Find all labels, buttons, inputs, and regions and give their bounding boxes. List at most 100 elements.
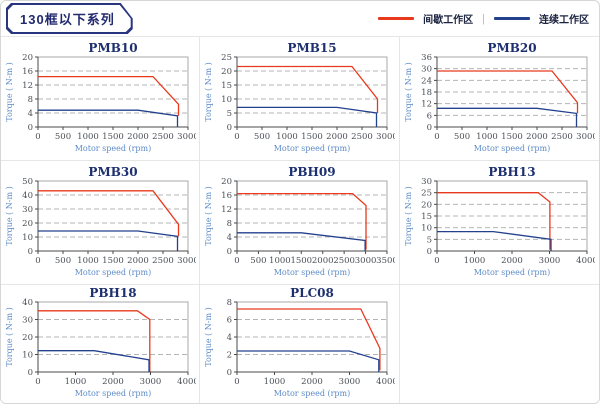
svg-text:0: 0 [227,247,232,257]
svg-text:PMB20: PMB20 [488,41,537,55]
svg-text:1000: 1000 [464,256,486,266]
legend-continuous-label: 连续工作区 [539,15,589,26]
series-card: 130框以下系列 间歇工作区 | 连续工作区 PMB10 0 500 1000 1500… [0,0,600,404]
svg-text:Motor speed (rpm): Motor speed (rpm) [274,389,351,398]
svg-text:15: 15 [222,81,233,91]
svg-text:10: 10 [421,223,432,233]
svg-text:PBH18: PBH18 [90,286,137,300]
svg-text:3000: 3000 [140,377,162,387]
series-title-badge: 130框以下系列 [6,3,133,34]
svg-text:1500: 1500 [102,132,124,142]
svg-text:Motor speed (rpm): Motor speed (rpm) [474,268,551,277]
svg-text:PMB15: PMB15 [288,41,337,55]
svg-text:0: 0 [427,123,432,133]
svg-text:4: 4 [227,333,232,343]
svg-text:Torque ( N-m ): Torque ( N-m ) [404,62,413,122]
chart-grid: PMB10050010001500200025003000048121620Mo… [1,37,599,403]
svg-text:2000: 2000 [302,377,324,387]
svg-text:30: 30 [22,316,33,326]
svg-text:0: 0 [28,123,33,133]
svg-text:0: 0 [28,247,33,257]
svg-text:500: 500 [55,132,71,142]
svg-text:4: 4 [28,109,33,119]
svg-text:2500: 2500 [352,132,374,142]
svg-text:PMB10: PMB10 [89,41,138,55]
svg-text:12: 12 [421,99,432,109]
svg-text:25: 25 [421,188,432,198]
legend-intermittent-line-icon [378,17,415,20]
svg-text:2000: 2000 [102,377,124,387]
svg-text:1000: 1000 [264,377,286,387]
svg-text:1000: 1000 [270,256,292,266]
svg-text:Torque ( N-m ): Torque ( N-m ) [204,307,213,367]
svg-text:2500: 2500 [551,132,573,142]
svg-text:Torque ( N-m ): Torque ( N-m ) [404,186,413,246]
svg-text:20: 20 [22,219,33,229]
svg-text:Torque ( N-m ): Torque ( N-m ) [5,62,14,122]
svg-text:1000: 1000 [77,256,99,266]
svg-text:PLC08: PLC08 [291,286,335,300]
svg-text:2000: 2000 [526,132,548,142]
svg-text:8: 8 [28,95,33,105]
svg-text:PMB30: PMB30 [89,165,138,179]
svg-text:1500: 1500 [501,132,523,142]
svg-text:500: 500 [251,256,267,266]
svg-text:3000: 3000 [177,256,196,266]
series-title-text: 130框以下系列 [8,5,131,32]
svg-text:0: 0 [235,132,240,142]
svg-text:Motor speed (rpm): Motor speed (rpm) [274,268,351,277]
svg-text:2000: 2000 [127,132,149,142]
svg-text:0: 0 [35,132,40,142]
svg-text:18: 18 [421,88,432,98]
svg-text:2500: 2500 [152,132,174,142]
svg-text:15: 15 [421,212,432,222]
svg-text:4: 4 [227,233,232,243]
svg-text:Motor speed (rpm): Motor speed (rpm) [75,268,152,277]
svg-text:20: 20 [22,333,33,343]
svg-text:0: 0 [235,256,240,266]
svg-text:20: 20 [421,200,432,210]
svg-text:2500: 2500 [334,256,356,266]
svg-text:Motor speed (rpm): Motor speed (rpm) [474,144,551,153]
svg-text:2000: 2000 [127,256,149,266]
svg-text:Motor speed (rpm): Motor speed (rpm) [75,144,152,153]
legend-separator: | [482,12,485,25]
empty-cell [399,285,599,403]
svg-text:Motor speed (rpm): Motor speed (rpm) [274,144,351,153]
svg-text:0: 0 [435,132,440,142]
svg-text:8: 8 [227,219,232,229]
svg-text:500: 500 [55,256,71,266]
svg-text:16: 16 [22,67,33,77]
svg-text:1000: 1000 [77,132,99,142]
svg-text:PBH13: PBH13 [489,165,536,179]
svg-text:40: 40 [22,298,33,308]
legend: 间歇工作区 | 连续工作区 [378,11,589,26]
svg-text:1500: 1500 [291,256,313,266]
svg-text:2500: 2500 [152,256,174,266]
svg-text:Torque ( N-m ): Torque ( N-m ) [204,186,213,246]
svg-text:3000: 3000 [339,377,361,387]
svg-text:1000: 1000 [277,132,299,142]
legend-intermittent-label: 间歇工作区 [423,15,474,26]
svg-text:3000: 3000 [539,256,561,266]
svg-text:30: 30 [421,177,432,187]
svg-text:20: 20 [22,53,33,63]
svg-text:10: 10 [222,95,233,105]
svg-text:0: 0 [435,256,440,266]
svg-text:40: 40 [22,191,33,201]
legend-continuous-line-icon [494,17,530,20]
svg-text:0: 0 [235,377,240,387]
svg-text:0: 0 [427,247,432,257]
svg-text:Torque ( N-m ): Torque ( N-m ) [5,307,14,367]
